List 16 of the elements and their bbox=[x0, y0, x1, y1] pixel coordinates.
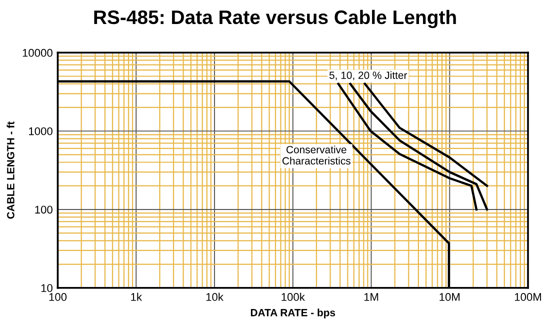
x-tick-label: 10k bbox=[206, 292, 224, 301]
annotation: Conservative Characteristics bbox=[282, 146, 350, 165]
x-tick-label: 1k bbox=[131, 292, 142, 301]
chart-title: RS-485: Data Rate versus Cable Length bbox=[94, 10, 456, 28]
x-tick-label: 100 bbox=[49, 293, 67, 301]
x-tick-label: 1M bbox=[364, 293, 378, 301]
y-tick-label: 1000 bbox=[29, 127, 52, 136]
y-tick-label: 10000 bbox=[22, 48, 52, 57]
x-tick-label: 100M bbox=[514, 293, 541, 301]
y-tick-label: 10 bbox=[41, 284, 52, 292]
x-axis-title: DATA RATE - bps bbox=[250, 308, 336, 318]
annotation: 5, 10, 20 % Jitter bbox=[329, 71, 408, 80]
y-tick-label: 100 bbox=[35, 206, 52, 214]
y-axis-title: CABLE LENGTH - ft bbox=[6, 121, 14, 219]
x-tick-label: 10M bbox=[440, 293, 460, 301]
x-tick-label: 100k bbox=[282, 292, 305, 301]
